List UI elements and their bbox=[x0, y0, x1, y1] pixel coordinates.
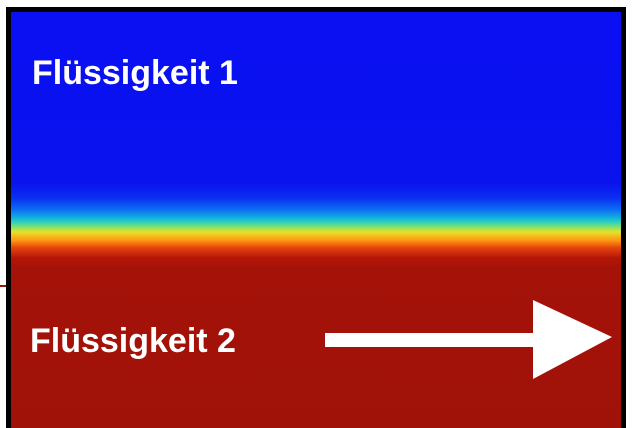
fluid-2-label: Flüssigkeit 2 bbox=[30, 322, 236, 360]
diagram-frame bbox=[6, 7, 626, 428]
fluid-field bbox=[11, 12, 621, 428]
arrow-shaft bbox=[325, 333, 537, 347]
arrow-head bbox=[533, 300, 612, 379]
arrow-right-icon bbox=[325, 300, 612, 379]
fluid-1-label: Flüssigkeit 1 bbox=[32, 54, 238, 92]
